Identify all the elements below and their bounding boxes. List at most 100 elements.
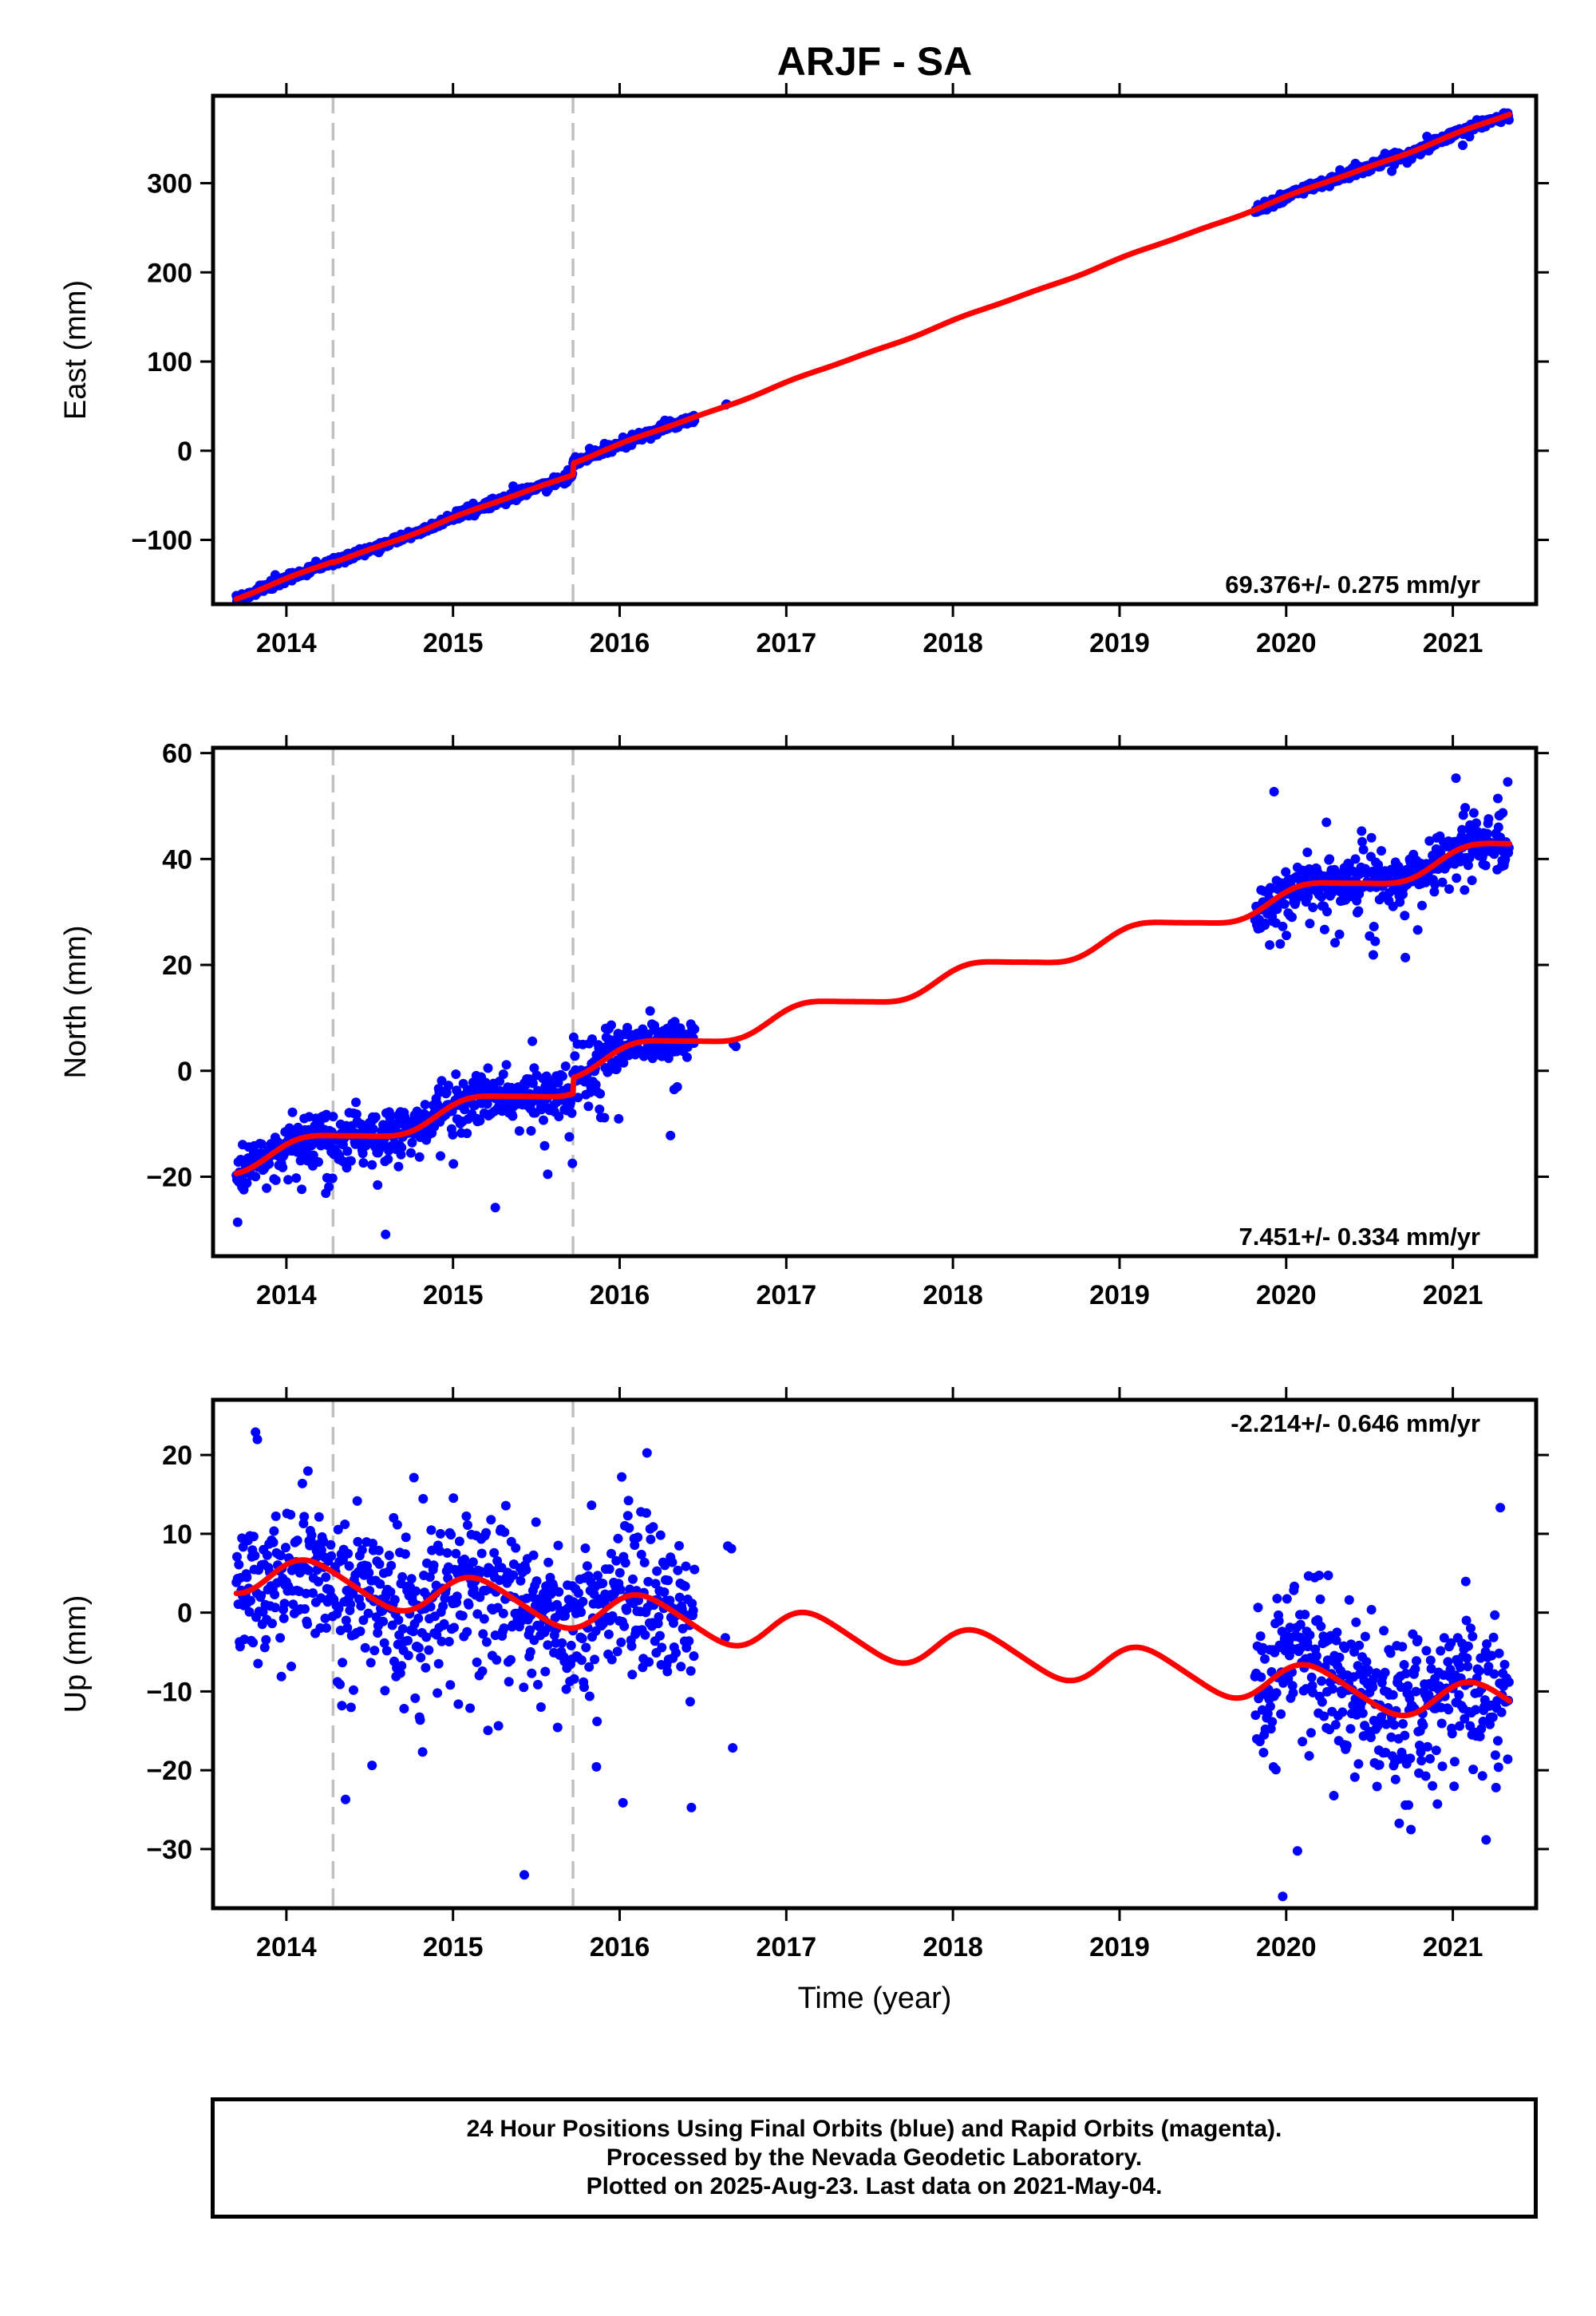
north-point-862 (1321, 817, 1332, 828)
north-point-478 (526, 1126, 536, 1136)
up-point-685 (654, 1612, 664, 1622)
up-point-146 (322, 1622, 331, 1633)
up-point-257 (389, 1595, 400, 1605)
up-point-622 (614, 1567, 625, 1578)
up-point-997 (1404, 1800, 1413, 1810)
up-point-399 (477, 1666, 488, 1676)
north-point-186 (346, 1156, 356, 1166)
up-point-736 (685, 1697, 695, 1707)
north-point-97 (291, 1173, 302, 1184)
up-point-1135 (1488, 1632, 1499, 1642)
up-point-375 (463, 1520, 472, 1530)
up-point-1028 (1422, 1741, 1432, 1752)
north-point-571 (583, 1101, 594, 1112)
up-point-181 (343, 1548, 354, 1559)
north-point-220 (367, 1160, 377, 1170)
up-point-88 (286, 1510, 296, 1520)
up-point-168 (335, 1679, 345, 1690)
north-point-745 (731, 1041, 741, 1052)
north-point-49 (262, 1183, 272, 1193)
up-point-669 (644, 1657, 654, 1667)
north-point-480 (527, 1036, 538, 1046)
north-point-990 (1400, 952, 1411, 962)
up-point-220 (367, 1761, 377, 1771)
up-point-566 (580, 1543, 591, 1553)
north-y-tick-label: 20 (162, 951, 192, 981)
up-point-157 (329, 1386, 338, 1396)
up-point-790 (1276, 1709, 1286, 1719)
north-point-883 (1334, 929, 1345, 939)
up-point-636 (623, 1496, 634, 1506)
up-point-374 (462, 1626, 472, 1637)
north-point-41 (256, 1139, 267, 1149)
up-point-107 (297, 1478, 307, 1488)
up-point-912 (1351, 1617, 1361, 1627)
up-point-1032 (1425, 1753, 1435, 1764)
east-y-tick-label: 0 (177, 437, 192, 467)
up-point-699 (662, 1666, 673, 1677)
north-point-17 (242, 1178, 252, 1188)
up-point-442 (504, 1677, 514, 1687)
up-point-406 (481, 1637, 492, 1647)
up-point-328 (433, 1658, 444, 1669)
up-y-tick-label: 10 (162, 1520, 192, 1550)
footer-line-3: Plotted on 2025-Aug-23. Last data on 202… (586, 2173, 1163, 2199)
up-point-122 (306, 1530, 317, 1540)
up-point-585 (592, 1717, 602, 1726)
up-point-666 (642, 1448, 652, 1458)
up-point-929 (1361, 1657, 1372, 1667)
up-x-tick-label: 2018 (922, 1932, 983, 1962)
up-point-747 (728, 1743, 738, 1753)
up-point-231 (373, 1545, 384, 1555)
north-point-704 (666, 1130, 676, 1140)
up-point-874 (1328, 1684, 1337, 1694)
north-point-840 (1308, 903, 1318, 912)
up-point-467 (519, 1870, 529, 1880)
north-point-285 (407, 1137, 417, 1148)
up-point-719 (674, 1592, 685, 1603)
up-point-700 (663, 1575, 674, 1586)
up-point-171 (337, 1701, 347, 1711)
up-point-348 (446, 1530, 456, 1540)
north-point-1017 (1417, 900, 1427, 911)
up-point-58 (267, 1618, 277, 1629)
up-point-345 (444, 1637, 454, 1646)
up-point-793 (1278, 1891, 1288, 1902)
up-point-959 (1380, 1667, 1390, 1678)
up-point-299 (416, 1653, 426, 1662)
up-point-988 (1398, 1719, 1408, 1729)
up-point-272 (399, 1704, 409, 1713)
north-point-935 (1366, 832, 1377, 843)
up-point-1136 (1489, 1669, 1499, 1679)
north-y-axis-label: North (mm) (59, 925, 93, 1078)
up-point-1117 (1477, 1771, 1487, 1781)
up-point-854 (1315, 1594, 1325, 1604)
up-point-682 (652, 1566, 662, 1576)
up-point-876 (1329, 1791, 1339, 1800)
north-point-1010 (1412, 925, 1423, 935)
up-point-302 (417, 1747, 428, 1757)
up-point-672 (646, 1534, 656, 1544)
up-point-903 (1345, 1724, 1356, 1734)
up-point-968 (1385, 1648, 1396, 1658)
north-point-374 (462, 1128, 472, 1139)
up-point-855 (1316, 1621, 1326, 1631)
up-point-642 (627, 1670, 638, 1680)
up-point-320 (429, 1560, 439, 1571)
up-point-910 (1349, 1772, 1360, 1782)
east-panel: −100 0 100 200 300 2014 2015 2016 2017 2018 2019 20… (59, 83, 1549, 658)
east-point-1083 (1458, 140, 1468, 150)
up-point-183 (344, 1561, 354, 1571)
up-point-829 (1300, 1610, 1310, 1619)
up-point-676 (648, 1522, 658, 1532)
up-point-776 (1267, 1717, 1278, 1727)
up-point-1158 (1503, 1754, 1513, 1765)
up-point-972 (1388, 1690, 1398, 1700)
up-point-1012 (1412, 1634, 1423, 1645)
north-point-222 (368, 1124, 378, 1134)
up-point-145 (321, 1572, 331, 1583)
up-point-1092 (1462, 1653, 1472, 1663)
up-point-116 (302, 1466, 313, 1476)
north-point-229 (373, 1180, 383, 1190)
up-point-154 (326, 1551, 337, 1561)
